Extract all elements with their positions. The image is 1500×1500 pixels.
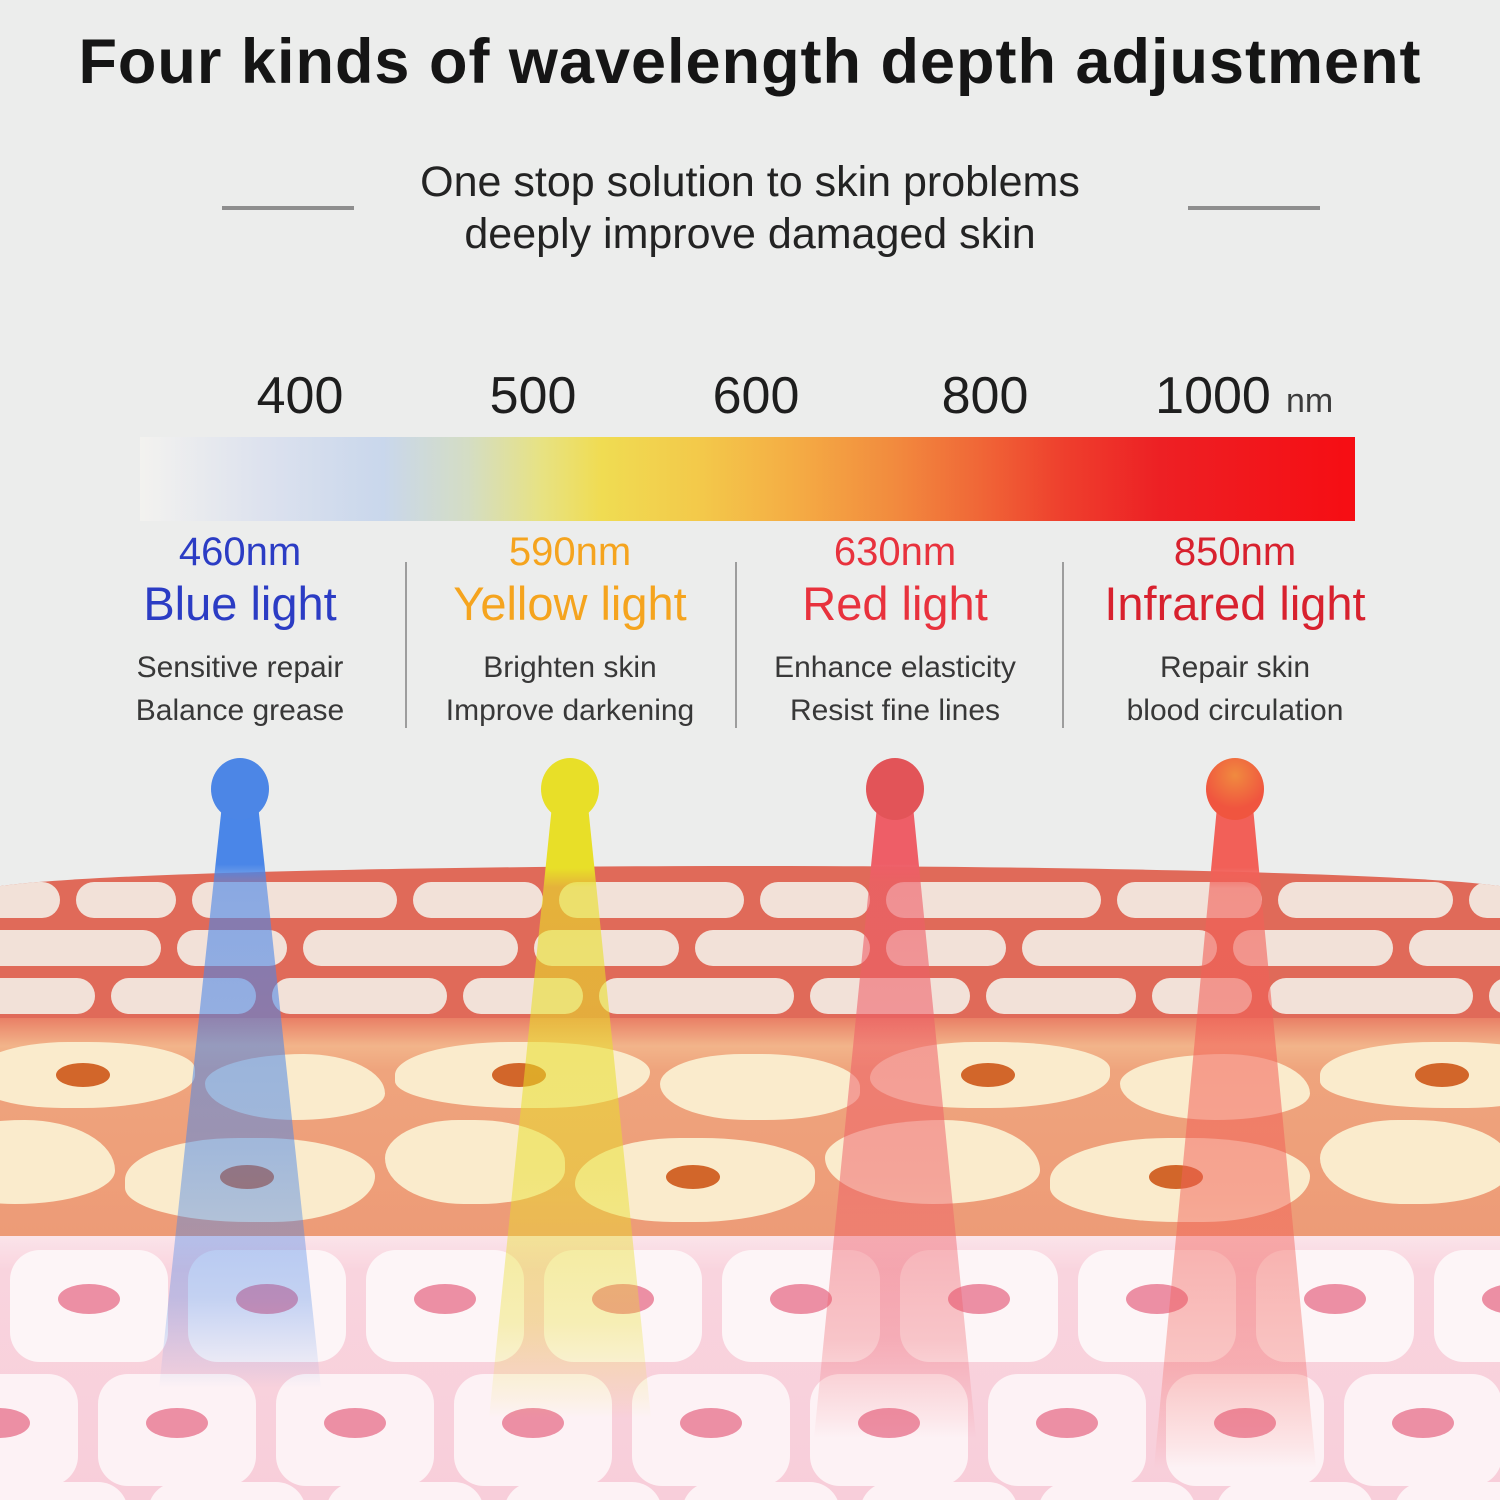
light-desc: Sensitive repair Balance grease <box>70 646 410 732</box>
fat-cell <box>148 1482 306 1500</box>
subtitle-dash-left <box>222 206 354 210</box>
fat-cell <box>504 1482 662 1500</box>
epidermis-brick <box>272 978 447 1014</box>
beam-red <box>810 758 980 1438</box>
epidermis-brick <box>1278 882 1453 918</box>
yellow-beam-dot <box>541 758 599 820</box>
column-divider <box>405 562 407 728</box>
light-name: Infrared light <box>1104 577 1366 630</box>
epidermis-brick <box>303 930 518 966</box>
beam-blue <box>155 758 325 1388</box>
beam-cone <box>155 786 325 1388</box>
epidermis-brick <box>695 930 870 966</box>
light-desc: Repair skin blood circulation <box>1065 646 1405 732</box>
dermis-cell <box>1320 1120 1500 1204</box>
epidermis-brick <box>413 882 543 918</box>
fat-cell-nucleus <box>324 1408 386 1438</box>
epidermis-brick <box>986 978 1136 1014</box>
fat-cell-nucleus <box>1482 1284 1500 1314</box>
desc-line: Repair skin <box>1159 651 1311 684</box>
epidermis-brick <box>0 978 95 1014</box>
epidermis-brick <box>0 930 161 966</box>
desc-line: Resist fine lines <box>789 694 1001 727</box>
fat-cell <box>860 1482 1018 1500</box>
dermis-cell <box>1320 1042 1500 1108</box>
scale-tick-600: 600 <box>712 367 800 425</box>
fat-cell <box>0 1482 128 1500</box>
red-beam-dot <box>866 758 924 820</box>
epidermis-brick <box>1409 930 1500 966</box>
fat-cell-nucleus <box>1036 1408 1098 1438</box>
dermis-cell <box>0 1120 115 1204</box>
beam-cone <box>810 786 980 1438</box>
column-yellow-light: 590nm Yellow light Brighten skin Improve… <box>400 528 740 732</box>
light-desc: Enhance elasticity Resist fine lines <box>725 646 1065 732</box>
desc-line: Improve darkening <box>445 694 695 727</box>
wavelength-label: 460nm <box>178 530 302 574</box>
wavelength-label: 850nm <box>1173 530 1297 574</box>
scale-tick-500: 500 <box>489 367 577 425</box>
desc-line: Balance grease <box>135 694 345 727</box>
epidermis-brick <box>1268 978 1473 1014</box>
wavelength-label: 590nm <box>508 530 632 574</box>
epidermis-brick <box>760 882 870 918</box>
blue-beam-dot <box>211 758 269 820</box>
fat-cell <box>1038 1482 1196 1500</box>
light-name: Red light <box>802 577 988 630</box>
beam-cone <box>485 786 655 1418</box>
wavelength-gradient-bar <box>140 437 1355 521</box>
scale-tick-1000: 1000 <box>1155 367 1271 425</box>
desc-line: Brighten skin <box>483 651 657 684</box>
desc-line: blood circulation <box>1126 694 1344 727</box>
fat-cell <box>682 1482 840 1500</box>
desc-line: Enhance elasticity <box>774 651 1016 684</box>
light-desc: Brighten skin Improve darkening <box>400 646 740 732</box>
page-title: Four kinds of wavelength depth adjustmen… <box>78 27 1422 97</box>
fat-cell-nucleus <box>146 1408 208 1438</box>
fat-cell-nucleus <box>58 1284 120 1314</box>
dermis-cell-nucleus <box>1415 1063 1469 1088</box>
subtitle-line-1: One stop solution to skin problems <box>420 158 1080 206</box>
scale-unit: nm <box>1286 382 1334 420</box>
fat-cell-nucleus <box>1392 1408 1454 1438</box>
column-infrared-light: 850nm Infrared light Repair skin blood c… <box>1065 528 1405 732</box>
dermis-cell <box>660 1054 860 1120</box>
dermis-cell-nucleus <box>961 1063 1016 1088</box>
column-red-light: 630nm Red light Enhance elasticity Resis… <box>725 528 1065 732</box>
subtitle-line-2: deeply improve damaged skin <box>464 210 1036 258</box>
epidermis-brick <box>1489 978 1500 1014</box>
epidermis-brick <box>76 882 176 918</box>
wavelength-label: 630nm <box>833 530 957 574</box>
column-divider <box>735 562 737 728</box>
column-blue-light: 460nm Blue light Sensitive repair Balanc… <box>70 528 410 732</box>
dermis-cell-nucleus <box>55 1063 110 1088</box>
fat-cell-nucleus <box>414 1284 476 1314</box>
fat-cell-nucleus <box>680 1408 742 1438</box>
epidermis-brick <box>1022 930 1217 966</box>
dermis-cell-nucleus <box>666 1164 721 1189</box>
desc-line: Sensitive repair <box>136 651 344 684</box>
fat-cell-nucleus <box>1304 1284 1366 1314</box>
subtitle: One stop solution to skin problems deepl… <box>0 156 1500 260</box>
scale-tick-800: 800 <box>941 367 1029 425</box>
epidermis-brick <box>0 882 60 918</box>
beam-cone <box>1150 786 1320 1468</box>
column-divider <box>1062 562 1064 728</box>
epidermis-brick <box>599 978 794 1014</box>
light-name: Blue light <box>143 577 337 630</box>
light-name: Yellow light <box>453 577 687 630</box>
beam-infrared <box>1150 758 1320 1468</box>
subtitle-dash-right <box>1188 206 1320 210</box>
fat-cell <box>326 1482 484 1500</box>
fat-cell <box>1216 1482 1374 1500</box>
beam-yellow <box>485 758 655 1418</box>
scale-tick-400: 400 <box>256 367 344 425</box>
fat-cell-nucleus <box>770 1284 832 1314</box>
fat-cell <box>1394 1482 1500 1500</box>
epidermis-brick <box>1469 882 1500 918</box>
infrared-beam-dot <box>1206 758 1264 820</box>
